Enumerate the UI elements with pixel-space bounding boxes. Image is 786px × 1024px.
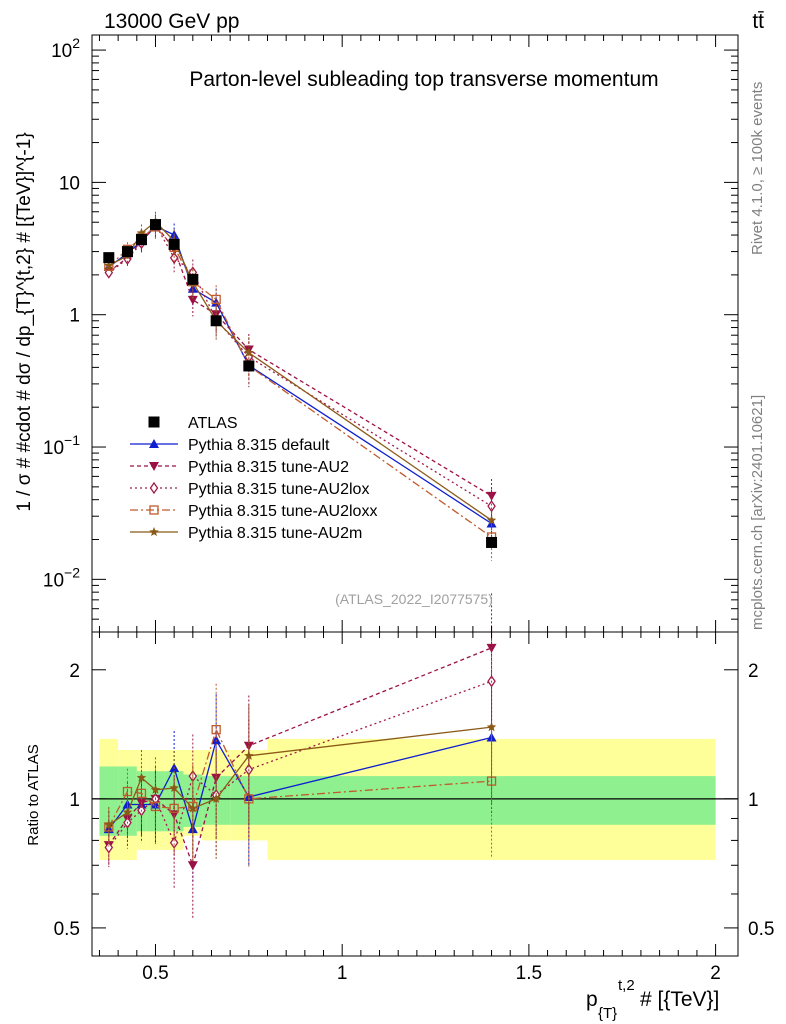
legend-label: Pythia 8.315 default <box>188 437 330 454</box>
data-point-marker <box>211 725 221 735</box>
ratio-tick-label-left: 1 <box>69 790 80 811</box>
atlas-data-point <box>210 315 222 327</box>
legend-entry: ATLAS <box>148 415 238 432</box>
y-tick-label: 10−2 <box>43 564 80 591</box>
x-axis-label-sup: t,2 <box>618 977 635 994</box>
legend-entry: Pythia 8.315 tune-AU2lox <box>130 481 369 498</box>
x-tick-label: 1 <box>337 963 348 984</box>
ratio-series-layer <box>103 593 497 919</box>
data-point-marker <box>169 251 179 265</box>
series-line <box>108 225 492 525</box>
legend-label: Pythia 8.315 tune-AU2lox <box>188 481 369 498</box>
atlas-data-point <box>243 360 255 372</box>
legend-entry: Pythia 8.315 tune-AU2m <box>130 525 362 542</box>
main-series-layer <box>103 211 498 561</box>
data-point-marker <box>487 500 496 513</box>
legend-label: Pythia 8.315 tune-AU2 <box>188 459 349 476</box>
ratio-tick-label-left: 2 <box>69 661 80 682</box>
atlas-data-point <box>486 536 498 548</box>
legend-label: ATLAS <box>188 415 238 432</box>
y-axis-title: 1 / σ # #cdot # dσ / dp_{T}^{t,2} # [{Te… <box>14 132 35 511</box>
legend-label: Pythia 8.315 tune-AU2loxx <box>188 503 377 520</box>
axis-ticks <box>92 35 738 956</box>
rivet-label-group: Rivet 4.1.0, ≥ 100k events <box>749 82 766 255</box>
data-point-marker <box>244 347 254 357</box>
ratio-tick-label-right: 1 <box>748 790 759 811</box>
axis-tick-labels: 0.5 1 1.5 2 10−2 10−1 1 10 102 0.5 0.5 1 1 2 2 <box>43 35 775 984</box>
y-tick-label: 10 <box>59 173 80 194</box>
data-point-marker <box>150 784 161 794</box>
data-point-marker <box>486 491 497 501</box>
ratio-panel-frame <box>91 631 739 957</box>
ratio-y-axis-label: Ratio to ATLAS <box>25 744 42 845</box>
x-axis-label-sub: {T} <box>598 1005 617 1022</box>
ratio-tick-label-right: 2 <box>748 661 759 682</box>
x-tick-label: 0.5 <box>142 963 168 984</box>
ratio-tick-label-right: 0.5 <box>748 919 774 940</box>
y-axis-label: 1 / σ # #cdot # dσ / dp_{T}^{t,2} # [{Te… <box>14 132 35 511</box>
data-point-marker <box>188 803 198 813</box>
data-point-marker <box>211 793 221 803</box>
ratio-y-axis-title: Ratio to ATLAS <box>25 744 42 845</box>
x-tick-label: 1.5 <box>516 963 542 984</box>
data-point-marker <box>169 783 179 792</box>
series-line <box>108 223 492 497</box>
data-point-marker <box>148 416 160 428</box>
x-axis-label-tail: # [{TeV}] <box>640 988 719 1011</box>
data-point-marker <box>149 527 159 536</box>
analysis-watermark: (ATLAS_2022_I2077575) <box>335 591 493 607</box>
main-panel <box>91 34 739 633</box>
rivet-version-label: Rivet 4.1.0, ≥ 100k events <box>749 82 766 255</box>
mcplots-label: mcplots.cern.ch [arXiv:2401.10621] <box>749 395 766 630</box>
data-point-marker <box>187 861 198 871</box>
y-tick-label: 102 <box>51 35 80 62</box>
legend-entry: Pythia 8.315 tune-AU2 <box>130 459 349 476</box>
data-point-marker <box>136 788 147 798</box>
data-point-marker <box>122 807 133 817</box>
ratio-panel <box>91 631 739 957</box>
data-point-marker <box>136 772 147 782</box>
chart-title: Parton-level subleading top transverse m… <box>189 68 658 91</box>
atlas-data-point <box>135 234 147 246</box>
x-axis-title: p {T} t,2 # [{TeV}] <box>586 977 719 1022</box>
data-point-marker <box>104 841 114 854</box>
data-point-marker <box>187 295 198 305</box>
data-point-marker <box>486 515 497 525</box>
stat-unc-band <box>99 766 119 836</box>
atlas-data-point <box>149 219 161 231</box>
data-point-marker <box>211 294 221 305</box>
process-label: tt̄ <box>752 10 764 33</box>
mcplots-label-group: mcplots.cern.ch [arXiv:2401.10621] <box>749 395 766 630</box>
data-point-marker <box>149 462 159 471</box>
atlas-data-point <box>187 273 199 285</box>
x-tick-label: 2 <box>710 963 721 984</box>
x-axis-label-main: p <box>586 988 598 1011</box>
data-point-marker <box>149 481 159 495</box>
y-tick-label: 10−1 <box>43 432 80 459</box>
legend-entry: Pythia 8.315 tune-AU2loxx <box>130 503 377 520</box>
legend-entry: Pythia 8.315 default <box>130 437 330 454</box>
atlas-data-point <box>168 238 180 250</box>
data-point-marker <box>149 439 159 448</box>
energy-label: 13000 GeV pp <box>104 10 239 33</box>
data-point-marker <box>104 260 114 270</box>
ratio-tick-label-left: 0.5 <box>54 919 80 940</box>
legend-label: Pythia 8.315 tune-AU2m <box>188 525 362 542</box>
data-point-marker <box>486 722 497 732</box>
y-tick-label: 1 <box>69 306 80 327</box>
atlas-data-point <box>121 246 133 258</box>
legend: ATLAS Pythia 8.315 default Pythia 8.315 tu… <box>130 415 377 542</box>
data-point-marker <box>104 819 114 829</box>
data-point-marker <box>244 750 254 760</box>
main-panel-frame <box>91 34 739 633</box>
data-point-marker <box>149 505 159 515</box>
atlas-data-point <box>103 252 115 264</box>
